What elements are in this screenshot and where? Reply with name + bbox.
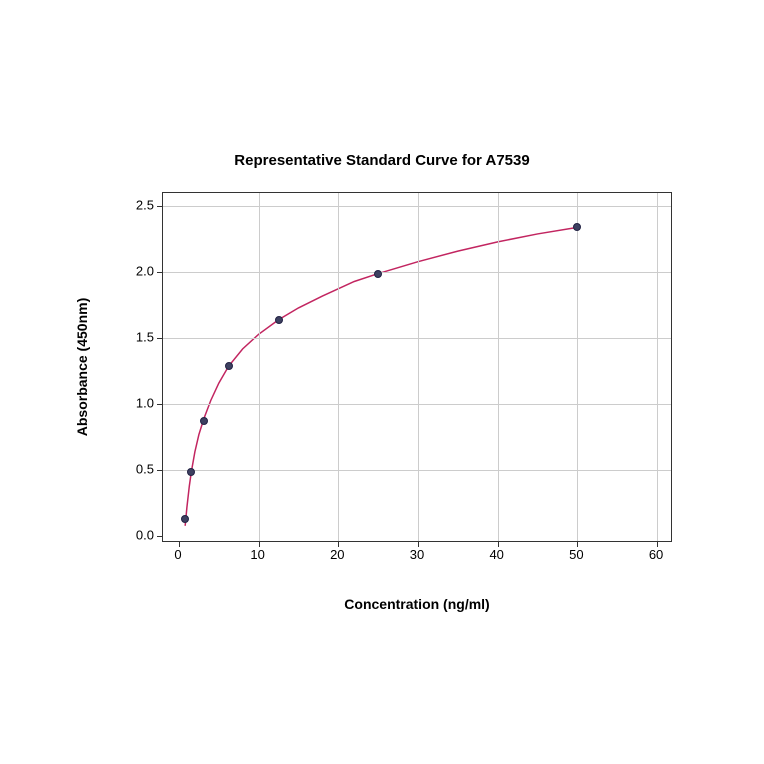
grid-line-v [338,193,339,541]
x-tick-label: 30 [410,547,424,562]
data-point [181,515,189,523]
y-tick-label: 2.5 [114,198,154,213]
tick-y [157,536,163,537]
tick-y [157,338,163,339]
grid-line-v [498,193,499,541]
data-point [225,362,233,370]
tick-y [157,206,163,207]
y-axis-label: Absorbance (450nm) [74,298,90,436]
data-point [374,270,382,278]
x-tick-label: 10 [250,547,264,562]
grid-line-h [163,404,671,405]
tick-y [157,404,163,405]
x-tick-label: 0 [174,547,181,562]
y-tick-label: 0.5 [114,462,154,477]
grid-line-h [163,338,671,339]
x-tick-label: 20 [330,547,344,562]
grid-line-v [259,193,260,541]
y-tick-label: 1.5 [114,330,154,345]
grid-line-v [577,193,578,541]
grid-line-v [418,193,419,541]
y-tick-label: 0.0 [114,528,154,543]
grid-line-h [163,272,671,273]
x-tick-label: 50 [569,547,583,562]
data-point [275,316,283,324]
grid-line-h [163,470,671,471]
plot-area [162,192,672,542]
y-tick-label: 1.0 [114,396,154,411]
y-tick-label: 2.0 [114,264,154,279]
data-point [187,468,195,476]
tick-y [157,272,163,273]
grid-line-v [657,193,658,541]
x-axis-label: Concentration (ng/ml) [162,596,672,612]
y-axis-label-container: Absorbance (450nm) [72,192,92,542]
chart-title: Representative Standard Curve for A7539 [72,152,692,169]
grid-line-h [163,206,671,207]
x-tick-label: 40 [489,547,503,562]
tick-y [157,470,163,471]
data-point [573,223,581,231]
chart-container: Representative Standard Curve for A7539 … [72,152,692,612]
data-point [200,417,208,425]
x-tick-label: 60 [649,547,663,562]
